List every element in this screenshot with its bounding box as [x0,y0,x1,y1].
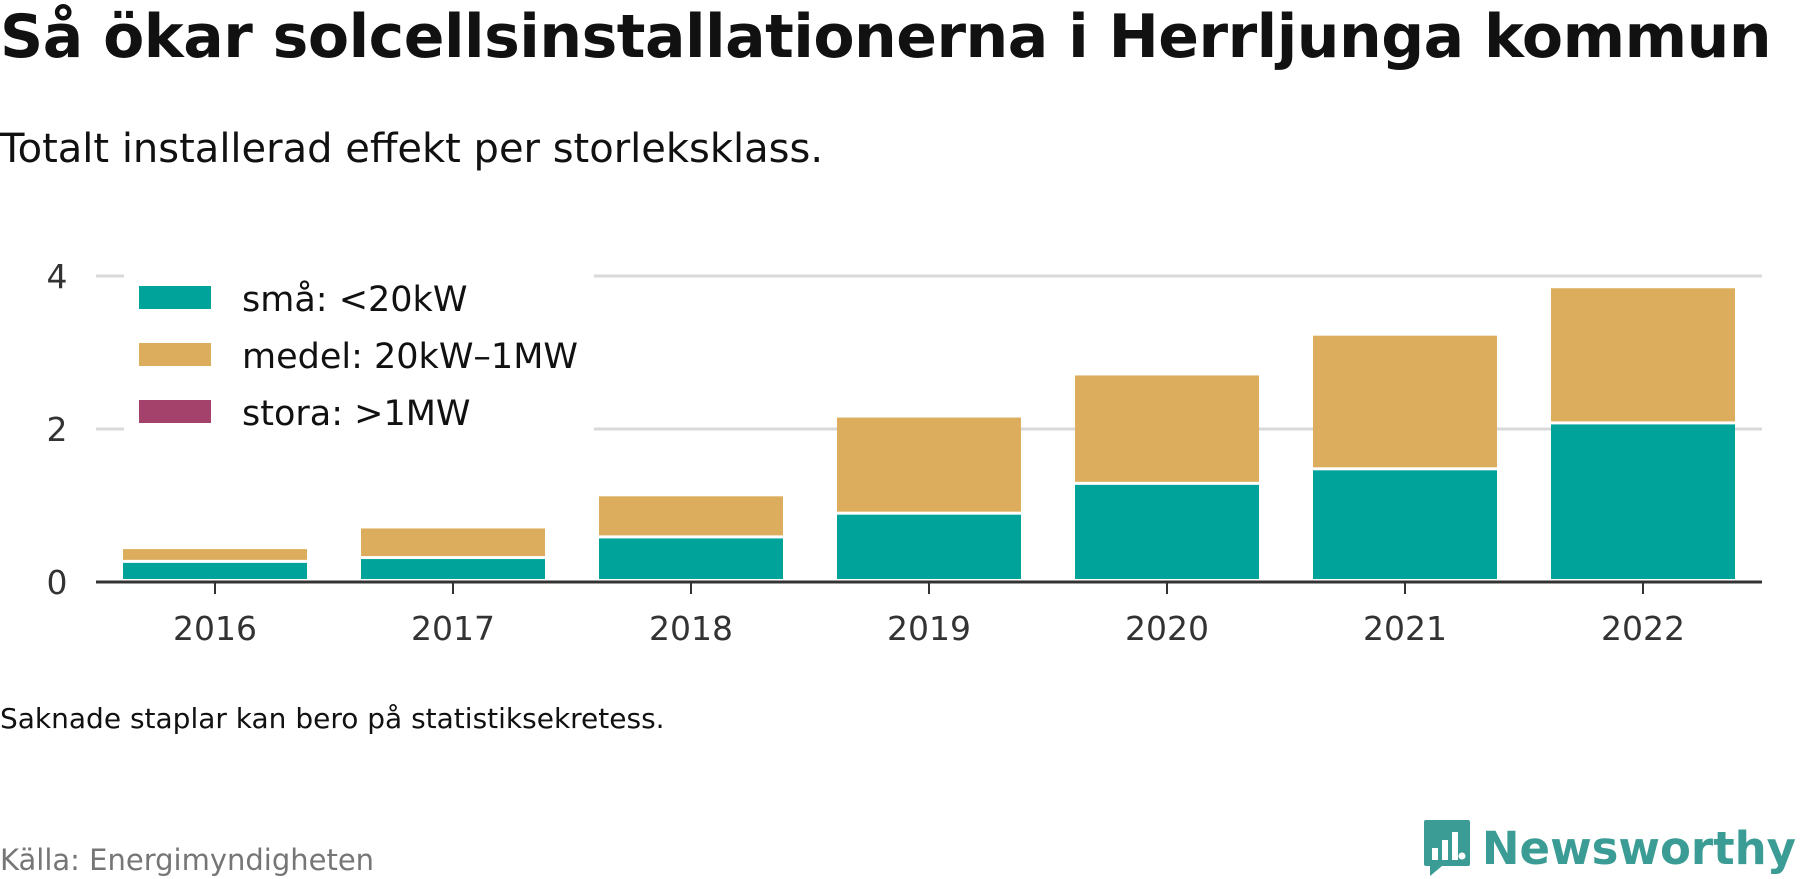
bar-2017-series-0 [361,559,545,579]
y-tick-label: 0 [47,563,68,602]
x-tick-label: 2021 [1363,609,1447,648]
legend-swatch [139,343,211,366]
y-axis-tick-labels: 0 2 4 [47,257,68,602]
bar-2021-series-1 [1313,335,1497,468]
chart-title: Så ökar solcellsinstallationerna i Herrl… [0,2,1772,72]
bar-2022-series-0 [1551,424,1735,579]
x-tick-label: 2018 [649,609,733,648]
bar-2020-series-0 [1075,484,1259,579]
bar-2022-series-1 [1551,288,1735,422]
bar-2019-series-0 [837,514,1021,579]
bars [123,288,1735,579]
x-tick-label: 2022 [1601,609,1685,648]
bar-2017-series-1 [361,528,545,557]
stacked-bar-chart: 0 2 4 2016 2017 2018 2019 2020 2021 2022 små: <2… [47,257,1762,648]
brand: Newsworthy [1422,818,1796,878]
legend-label: stora: >1MW [242,394,471,434]
legend-swatch [139,400,211,423]
legend-label: medel: 20kW–1MW [242,337,578,377]
x-tick-label: 2017 [411,609,495,648]
brand-name: Newsworthy [1481,821,1796,875]
bar-2020-series-1 [1075,375,1259,482]
x-tick-label: 2020 [1125,609,1209,648]
y-tick-label: 4 [47,257,68,296]
bar-2019-series-1 [837,417,1021,512]
legend-swatch [139,286,211,309]
chart-subtitle: Totalt installerad effekt per storlekskl… [0,126,824,172]
legend: små: <20kW medel: 20kW–1MW stora: >1MW [124,270,594,438]
x-tick-label: 2019 [887,609,971,648]
bar-2018-series-0 [599,538,783,579]
bar-2016-series-0 [123,562,307,579]
bar-2016-series-1 [123,549,307,560]
source-label: Källa: Energimyndigheten [0,843,375,877]
bar-2018-series-1 [599,496,783,536]
newsworthy-logo-icon [1423,820,1470,876]
legend-label: små: <20kW [242,279,467,320]
bar-2021-series-0 [1313,470,1497,579]
x-tick-label: 2016 [173,609,257,648]
y-tick-label: 2 [47,410,68,449]
footnote: Saknade staplar kan bero på statistiksek… [0,702,665,735]
x-axis-ticks: 2016 2017 2018 2019 2020 2021 2022 [173,582,1685,648]
